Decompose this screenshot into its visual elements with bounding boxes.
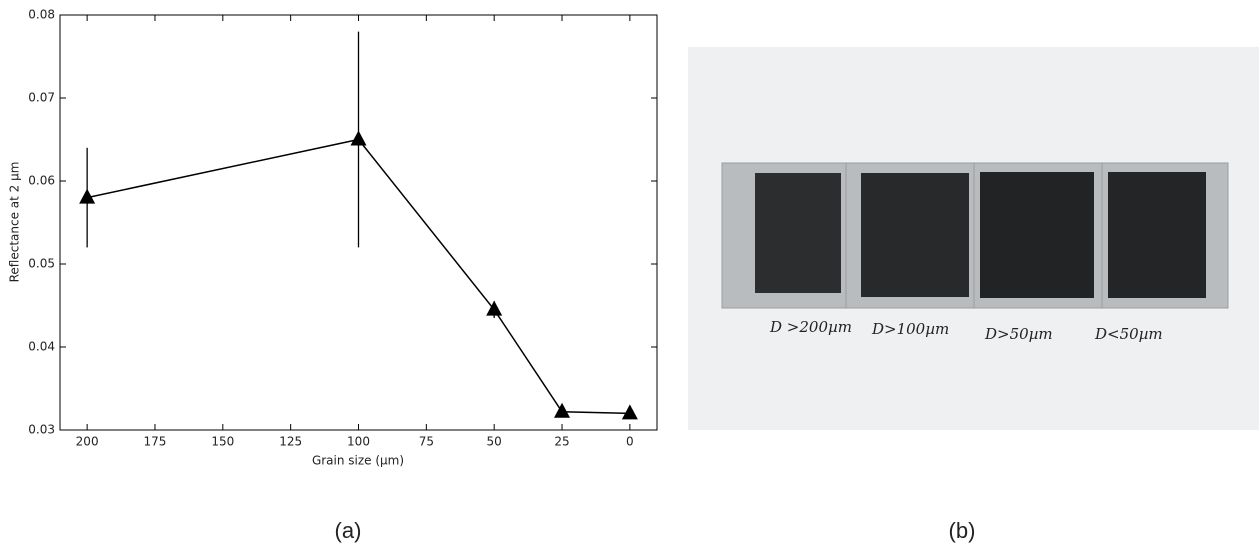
x-tick-label: 75 xyxy=(419,435,434,449)
y-axis-label: Reflectance at 2 µm xyxy=(8,162,22,283)
y-tick-label: 0.03 xyxy=(28,423,55,437)
marker xyxy=(621,404,638,420)
x-tick-label: 150 xyxy=(211,435,234,449)
caption-a: (a) xyxy=(335,518,362,543)
marker xyxy=(79,188,96,204)
marker xyxy=(486,300,503,316)
y-tick-label: 0.05 xyxy=(28,257,55,271)
sample xyxy=(980,172,1094,298)
x-tick-label: 100 xyxy=(347,435,370,449)
x-tick-label: 0 xyxy=(626,435,634,449)
caption-b: (b) xyxy=(949,518,976,543)
photo-label: D >200µm xyxy=(769,318,852,336)
y-tick-label: 0.06 xyxy=(28,174,55,188)
photo-label: D<50µm xyxy=(1094,325,1163,343)
photo-label: D>50µm xyxy=(984,325,1053,343)
y-tick-label: 0.07 xyxy=(28,91,55,105)
x-tick-label: 200 xyxy=(76,435,99,449)
y-tick-label: 0.08 xyxy=(28,8,55,22)
x-tick-label: 50 xyxy=(487,435,502,449)
sample xyxy=(861,173,969,297)
photo: D >200µm D>100µm D>50µm D<50µm xyxy=(688,47,1259,430)
marker xyxy=(350,130,367,146)
x-tick-label: 175 xyxy=(144,435,167,449)
photo-label: D>100µm xyxy=(871,320,949,338)
x-tick-label: 125 xyxy=(279,435,302,449)
sample xyxy=(755,173,841,293)
y-tick-label: 0.04 xyxy=(28,340,55,354)
x-tick-label: 25 xyxy=(554,435,569,449)
marker xyxy=(554,402,571,418)
x-axis-label: Grain size (µm) xyxy=(312,454,404,468)
sample xyxy=(1108,172,1206,298)
